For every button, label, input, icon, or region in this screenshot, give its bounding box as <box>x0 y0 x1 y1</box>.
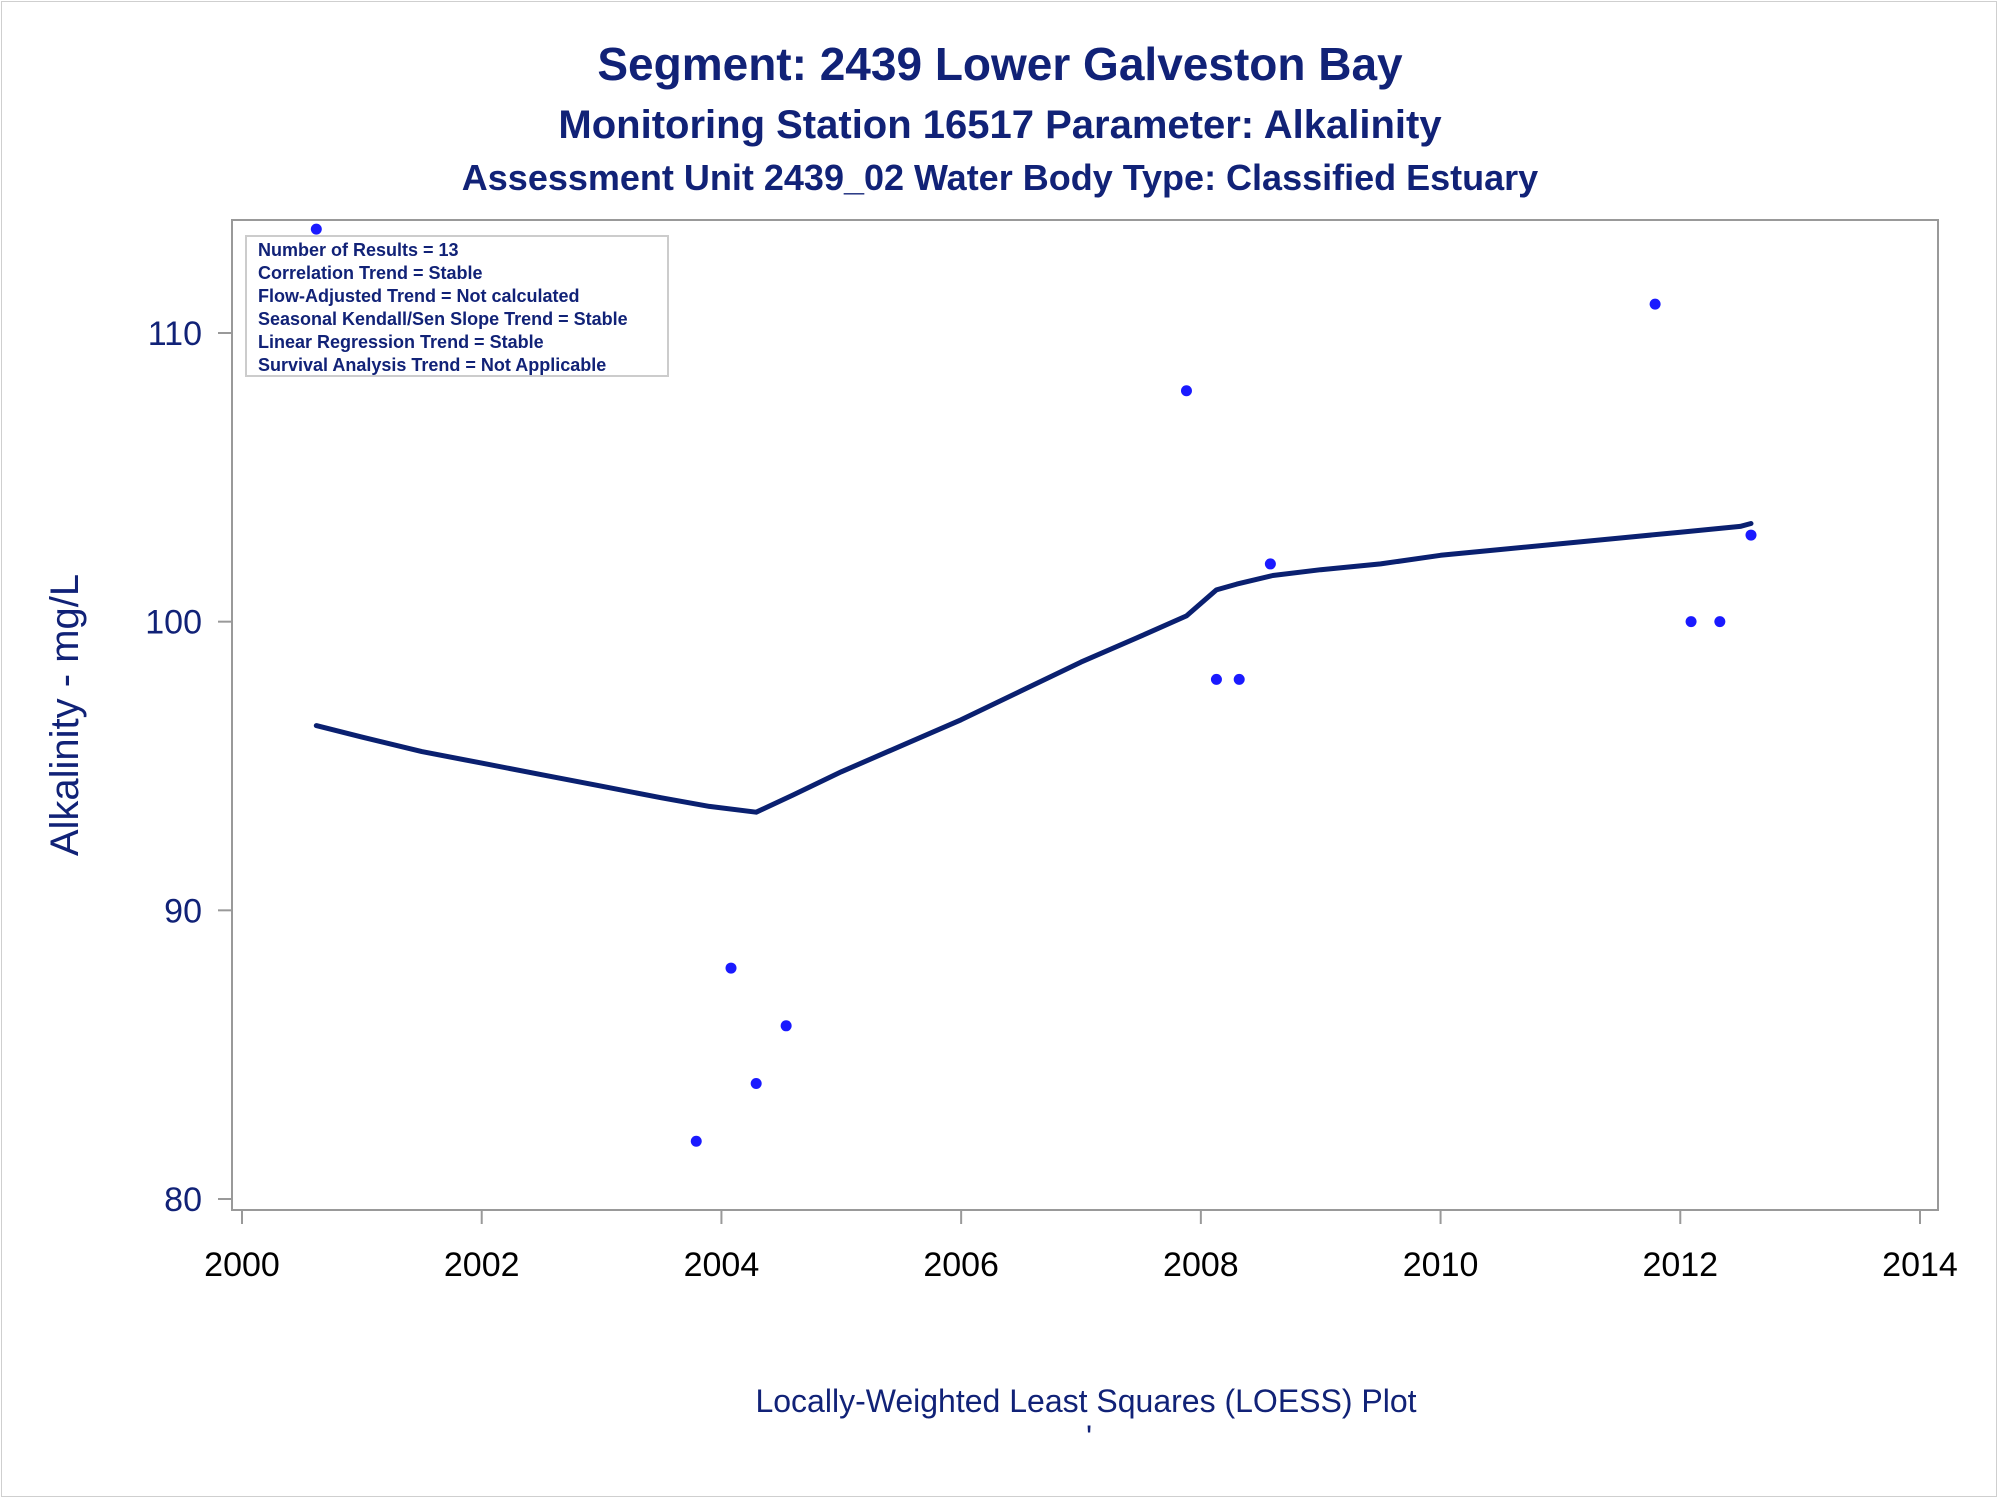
chart-title: Segment: 2439 Lower Galveston Bay <box>597 38 1403 90</box>
data-point <box>1745 529 1757 541</box>
data-point <box>750 1078 762 1090</box>
stats-line: Number of Results = 13 <box>258 240 459 260</box>
footnote-mark: ' <box>1086 1419 1092 1455</box>
y-tick-label: 100 <box>145 604 202 642</box>
loess-line <box>313 521 1754 815</box>
x-tick-label: 2000 <box>204 1246 280 1284</box>
x-tick-label: 2012 <box>1642 1246 1718 1284</box>
stats-line: Seasonal Kendall/Sen Slope Trend = Stabl… <box>258 309 628 329</box>
x-tick-label: 2014 <box>1882 1246 1958 1284</box>
chart-subtitle: Monitoring Station 16517 Parameter: Alka… <box>558 103 1442 147</box>
chart-subtitle-2: Assessment Unit 2439_02 Water Body Type:… <box>462 157 1538 198</box>
x-axis-ticks: 2000 2002 2004 2006 2008 2010 2012 2014 <box>204 1210 1958 1284</box>
data-point <box>1210 673 1222 685</box>
stats-legend-box: Number of Results = 13 Correlation Trend … <box>245 235 669 377</box>
x-tick-label: 2010 <box>1403 1246 1479 1284</box>
data-point <box>1685 616 1697 628</box>
data-point <box>780 1020 792 1032</box>
x-tick-label: 2006 <box>923 1246 999 1284</box>
x-axis-label: Locally-Weighted Least Squares (LOESS) P… <box>755 1383 1416 1419</box>
stats-line: Survival Analysis Trend = Not Applicable <box>258 355 606 375</box>
stats-line: Linear Regression Trend = Stable <box>258 332 544 352</box>
data-point <box>1714 616 1726 628</box>
y-tick-label: 110 <box>148 315 202 353</box>
data-point <box>1264 558 1276 570</box>
x-tick-label: 2008 <box>1163 1246 1239 1284</box>
stats-line: Correlation Trend = Stable <box>258 263 483 283</box>
stats-line: Flow-Adjusted Trend = Not calculated <box>258 286 580 306</box>
data-point <box>690 1135 702 1147</box>
stats-box-border <box>245 235 669 377</box>
series-layer <box>310 223 1757 1147</box>
y-tick-label: 90 <box>164 892 202 930</box>
data-point <box>725 962 737 974</box>
data-point <box>1233 673 1245 685</box>
data-point <box>1649 298 1661 310</box>
y-axis-ticks: 80 90 100 110 <box>145 315 232 1219</box>
x-tick-label: 2004 <box>684 1246 760 1284</box>
data-point <box>310 223 322 235</box>
data-point <box>1180 385 1192 397</box>
y-axis-label: Alkalinity - mg/L <box>43 574 87 856</box>
x-tick-label: 2002 <box>444 1246 520 1284</box>
y-tick-label: 80 <box>164 1181 202 1219</box>
